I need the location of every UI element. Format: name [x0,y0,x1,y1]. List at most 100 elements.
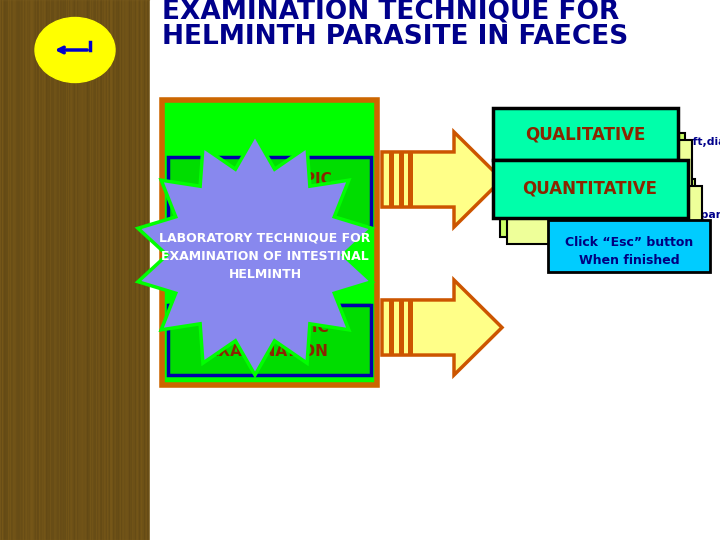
Bar [493,108,678,160]
Bar [94,0,95,540]
Bar [59,0,60,540]
Bar [142,0,143,540]
Bar [101,0,102,540]
Bar [17,0,18,540]
Bar [86,0,87,540]
Bar [144,0,145,540]
Bar [28,0,29,540]
Bar [70,0,71,540]
Bar [18,0,19,540]
Bar [150,0,720,540]
Bar [49,0,50,540]
Bar [117,0,118,540]
Bar [29,0,30,540]
Bar [87,0,88,540]
Text: *Colour: *Colour [510,162,555,172]
Bar [399,152,404,207]
Bar [114,0,115,540]
Bar [138,0,139,540]
Bar [162,100,377,385]
Bar [9,0,10,540]
Bar [148,0,149,540]
Text: Click “Esc” button: Click “Esc” button [565,235,693,248]
Bar [38,0,39,540]
Bar [20,0,21,540]
Bar [137,0,138,540]
Bar [42,0,43,540]
Bar [78,0,79,540]
Bar [33,0,34,540]
Bar [31,0,32,540]
Bar [146,0,147,540]
Bar [67,0,68,540]
Bar [26,0,27,540]
Bar [120,0,121,540]
Bar [27,0,28,540]
Text: EXAMINATION TECHNIQUE FOR: EXAMINATION TECHNIQUE FOR [162,0,619,25]
Bar [125,0,126,540]
Bar [75,0,76,540]
Bar [15,0,16,540]
Bar [14,0,15,540]
Bar [90,0,91,540]
Bar [168,303,371,315]
Text: MICROSCOPIC: MICROSCOPIC [210,321,329,335]
Bar [6,0,7,540]
Bar [85,0,86,540]
Bar [84,0,85,540]
Bar [129,0,130,540]
Bar [24,0,25,540]
Polygon shape [382,132,502,227]
Bar [35,0,36,540]
Bar [115,0,116,540]
Bar [91,0,92,540]
Bar [399,300,404,355]
Bar [0,0,150,540]
Text: HELMINTH PARASITE IN FAECES: HELMINTH PARASITE IN FAECES [162,24,629,50]
Ellipse shape [35,17,115,83]
Bar [136,0,137,540]
Bar [108,0,109,540]
Bar [106,0,107,540]
Bar [97,0,98,540]
Bar [168,158,371,170]
Bar [34,0,35,540]
Text: MACROSCOPIC: MACROSCOPIC [206,172,332,187]
Bar [135,0,136,540]
Bar [53,0,54,540]
Bar [23,0,24,540]
Bar [74,0,75,540]
Bar [105,0,106,540]
Bar [147,0,148,540]
Bar [68,0,69,540]
Bar [30,0,31,540]
Bar [143,0,144,540]
Bar [83,0,84,540]
Bar [500,133,685,185]
Bar [64,0,65,540]
Bar [43,0,44,540]
Bar [112,0,113,540]
Bar [500,179,695,237]
Bar [40,0,41,540]
Bar [5,0,6,540]
Bar [12,0,13,540]
Bar [3,0,4,540]
Polygon shape [382,280,502,375]
Bar [168,157,371,227]
Bar [111,0,112,540]
Bar [89,0,90,540]
Bar [41,0,42,540]
Bar [56,0,57,540]
Bar [82,0,83,540]
Bar [122,0,123,540]
Bar [390,300,395,355]
Bar [104,0,105,540]
Bar [1,0,2,540]
Bar [73,0,74,540]
Bar [66,0,67,540]
Bar [110,0,111,540]
Bar [145,0,146,540]
Bar [71,0,72,540]
Bar [62,0,63,540]
